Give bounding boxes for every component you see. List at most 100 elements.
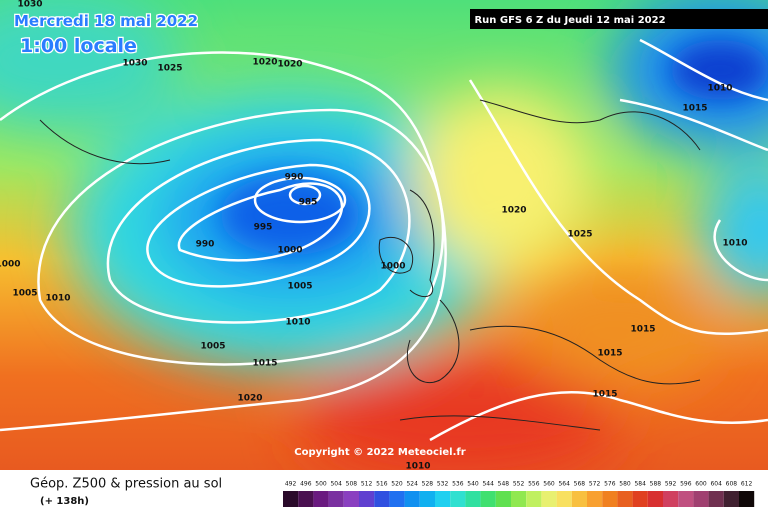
scale-label: 568 — [574, 481, 586, 488]
scale-swatch — [495, 491, 511, 507]
scale-label: 512 — [361, 481, 373, 488]
scale-swatch — [374, 491, 390, 507]
isobar-label: 1010 — [707, 84, 732, 94]
scale-label: 600 — [695, 481, 707, 488]
scale-swatch — [526, 491, 542, 507]
time-label: 1:00 locale — [20, 35, 137, 57]
run-label: Run GFS 6 Z du Jeudi 12 mai 2022 — [474, 15, 665, 26]
isobar-label: 1000 — [0, 260, 21, 270]
copyright: Copyright © 2022 Meteociel.fr — [294, 447, 465, 458]
run-box — [470, 9, 768, 29]
scale-swatch — [313, 491, 329, 507]
scale-label: 548 — [498, 481, 510, 488]
isobar-label: 1010 — [45, 294, 70, 304]
isobar-label: 1025 — [157, 64, 182, 74]
isobar-label: 1015 — [597, 349, 622, 359]
isobar-label: 1010 — [722, 239, 747, 249]
isobar-label: 1030 — [122, 59, 147, 69]
scale-swatch — [450, 491, 466, 507]
scale-label: 588 — [650, 481, 662, 488]
scale-swatch — [739, 491, 755, 507]
scale-label: 516 — [376, 481, 388, 488]
scale-label: 540 — [467, 481, 479, 488]
scale-label: 612 — [741, 481, 753, 488]
isobar-label: 990 — [196, 240, 215, 250]
isobar-label: 1020 — [501, 206, 526, 216]
scale-label: 500 — [315, 481, 327, 488]
isobar-label: 1015 — [630, 325, 655, 335]
scale-label: 596 — [680, 481, 692, 488]
scale-label: 560 — [543, 481, 555, 488]
scale-label: 496 — [300, 481, 312, 488]
scale-swatch — [602, 491, 618, 507]
isobar-label: 995 — [254, 223, 273, 233]
scale-swatch — [708, 491, 724, 507]
scale-label: 492 — [285, 481, 297, 488]
scale-swatch — [480, 491, 496, 507]
scale-label: 520 — [391, 481, 403, 488]
scale-swatch — [663, 491, 679, 507]
scale-swatch — [647, 491, 663, 507]
scale-label: 504 — [330, 481, 342, 488]
scale-label: 556 — [528, 481, 540, 488]
isobar-label: 1005 — [287, 282, 312, 292]
scale-swatch — [632, 491, 648, 507]
scale-label: 604 — [710, 481, 722, 488]
scale-label: 592 — [665, 481, 677, 488]
scale-swatch — [435, 491, 451, 507]
isobar-label: 1025 — [567, 230, 592, 240]
legend-title: Géop. Z500 & pression au sol — [30, 477, 222, 492]
scale-swatch — [511, 491, 527, 507]
scale-label: 508 — [346, 481, 358, 488]
scale-swatch — [678, 491, 694, 507]
isobar-label: 985 — [299, 198, 318, 208]
scale-label: 552 — [513, 481, 525, 488]
scale-swatch — [359, 491, 375, 507]
scale-swatch — [419, 491, 435, 507]
scale-swatch — [571, 491, 587, 507]
isobar-label: 1010 — [285, 318, 310, 328]
scale-label: 564 — [558, 481, 570, 488]
scale-label: 532 — [437, 481, 449, 488]
scale-label: 528 — [422, 481, 434, 488]
scale-swatch — [723, 491, 739, 507]
scale-swatch — [283, 491, 299, 507]
isobar-label: 1000 — [277, 246, 302, 256]
color-scale: 492 496 500 504 508 512 516 520 524 528 532 536 540 5… — [283, 481, 755, 507]
legend-subtitle: (+ 138h) — [40, 496, 89, 507]
scale-swatch — [587, 491, 603, 507]
scale-swatch — [389, 491, 405, 507]
isobar-label: 990 — [285, 173, 304, 183]
scale-swatch — [556, 491, 572, 507]
isobar-label: 1005 — [12, 289, 37, 299]
isobar-label: 1015 — [682, 104, 707, 114]
scale-swatch — [343, 491, 359, 507]
isobar-label: 1020 — [237, 394, 262, 404]
date-label: Mercredi 18 mai 2022 — [14, 12, 198, 30]
isobar-label: 1005 — [200, 342, 225, 352]
scale-swatch — [541, 491, 557, 507]
scale-label: 608 — [726, 481, 738, 488]
isobar-label: 1020 — [277, 60, 302, 70]
scale-label: 536 — [452, 481, 464, 488]
scale-label: 580 — [619, 481, 631, 488]
scale-swatch — [298, 491, 314, 507]
isobar-label: 1000 — [380, 262, 405, 272]
isobar-label: 1030 — [17, 0, 42, 10]
scale-label: 524 — [406, 481, 418, 488]
scale-label: 576 — [604, 481, 616, 488]
isobars — [0, 38, 768, 442]
scale-swatch — [328, 491, 344, 507]
scale-label: 544 — [482, 481, 494, 488]
scale-swatch — [693, 491, 709, 507]
isobar-label: 1015 — [592, 390, 617, 400]
isobar-label: 1020 — [252, 58, 277, 68]
scale-label: 572 — [589, 481, 601, 488]
scale-label: 584 — [634, 481, 646, 488]
scale-swatch — [465, 491, 481, 507]
isobar-label: 1015 — [252, 359, 277, 369]
isobar-label: 1010 — [405, 462, 430, 472]
